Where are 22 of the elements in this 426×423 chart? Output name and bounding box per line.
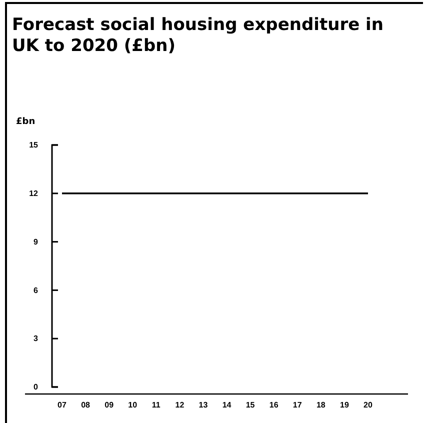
x-tick-label: 18	[316, 400, 326, 410]
y-tick-label: 0	[34, 382, 39, 392]
x-tick-label: 17	[292, 400, 302, 410]
x-tick-label: 08	[81, 400, 91, 410]
x-tick-label: 10	[128, 400, 138, 410]
y-tick-label: 12	[29, 188, 39, 198]
y-tick-label: 6	[34, 286, 39, 295]
chart-title: Forecast social housing expenditure in UK to 2020 (£bn)	[12, 15, 384, 56]
x-tick-label: 14	[222, 400, 232, 410]
y-tick-label: 15	[29, 140, 39, 150]
x-tick-label: 07	[58, 400, 67, 410]
x-tick-label: 09	[104, 400, 114, 410]
x-tick-label: 12	[175, 400, 185, 410]
x-tick-label: 16	[269, 400, 279, 410]
x-tick-label: 13	[198, 400, 208, 410]
x-tick-label: 20	[364, 400, 373, 410]
y-tick-label: 3	[34, 334, 39, 344]
x-tick-label: 15	[246, 400, 256, 410]
y-axis-title: £bn	[16, 117, 36, 127]
x-tick-label: 19	[340, 400, 350, 410]
x-tick-label: 11	[152, 400, 161, 410]
y-tick-label: 9	[34, 237, 39, 246]
